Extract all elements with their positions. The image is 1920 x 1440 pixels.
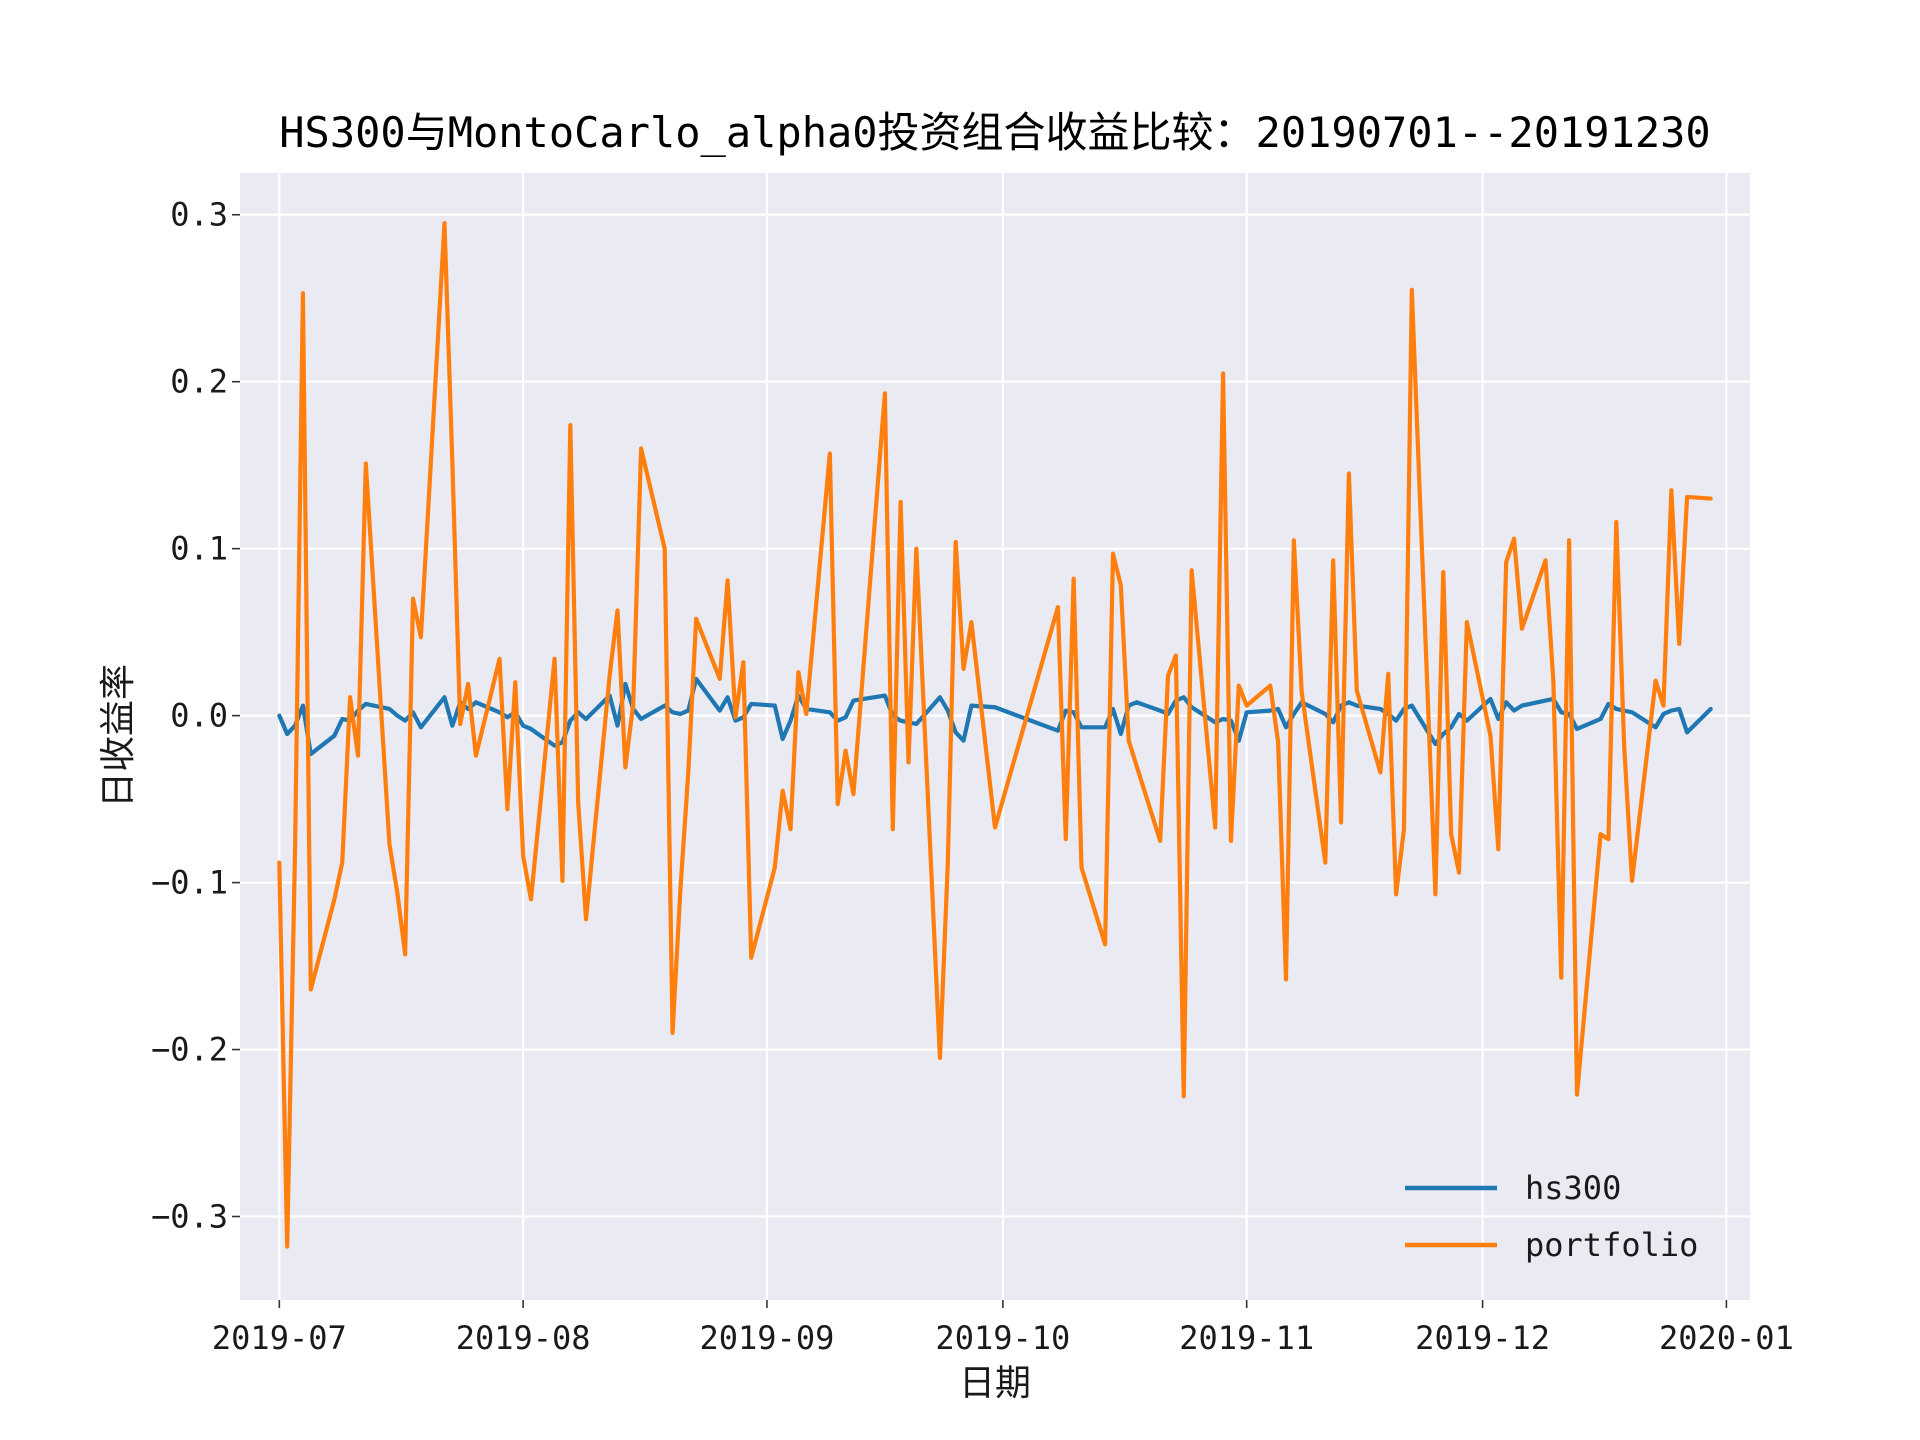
x-tick-label: 2019-12 — [1415, 1319, 1550, 1357]
chart-title: HS300与MontoCarlo_alpha0投资组合收益比较：20190701… — [279, 108, 1710, 157]
y-axis-label: 日收益率 — [98, 664, 139, 808]
x-tick-label: 2019-10 — [935, 1319, 1070, 1357]
y-tick-label: 0.0 — [170, 697, 228, 735]
series-line-hs300 — [277, 676, 1713, 757]
y-tick-label: 0.2 — [170, 363, 228, 401]
x-tick-label: 2019-11 — [1179, 1319, 1314, 1357]
y-axis: −0.3 −0.2 −0.1 0.0 0.1 0.2 0.3 — [151, 196, 240, 1236]
y-tick-label: −0.1 — [151, 864, 228, 902]
legend: hs300 portfolio — [1405, 1169, 1698, 1264]
plot-area — [240, 173, 1750, 1300]
x-tick-label: 2019-09 — [699, 1319, 834, 1357]
x-tick-label: 2020-01 — [1659, 1319, 1794, 1357]
x-axis-label: 日期 — [959, 1363, 1031, 1404]
x-axis: 2019-07 2019-08 2019-09 2019-10 2019-11 2019-… — [212, 1300, 1794, 1357]
series-layer — [277, 220, 1713, 1249]
y-tick-label: −0.2 — [151, 1031, 228, 1069]
y-tick-label: 0.3 — [170, 196, 228, 234]
series-line-portfolio — [277, 220, 1713, 1249]
x-tick-label: 2019-07 — [212, 1319, 347, 1357]
legend-label-portfolio: portfolio — [1525, 1226, 1698, 1264]
x-tick-label: 2019-08 — [456, 1319, 591, 1357]
y-tick-label: 0.1 — [170, 530, 228, 568]
y-tick-label: −0.3 — [151, 1198, 228, 1236]
legend-label-hs300: hs300 — [1525, 1169, 1621, 1207]
